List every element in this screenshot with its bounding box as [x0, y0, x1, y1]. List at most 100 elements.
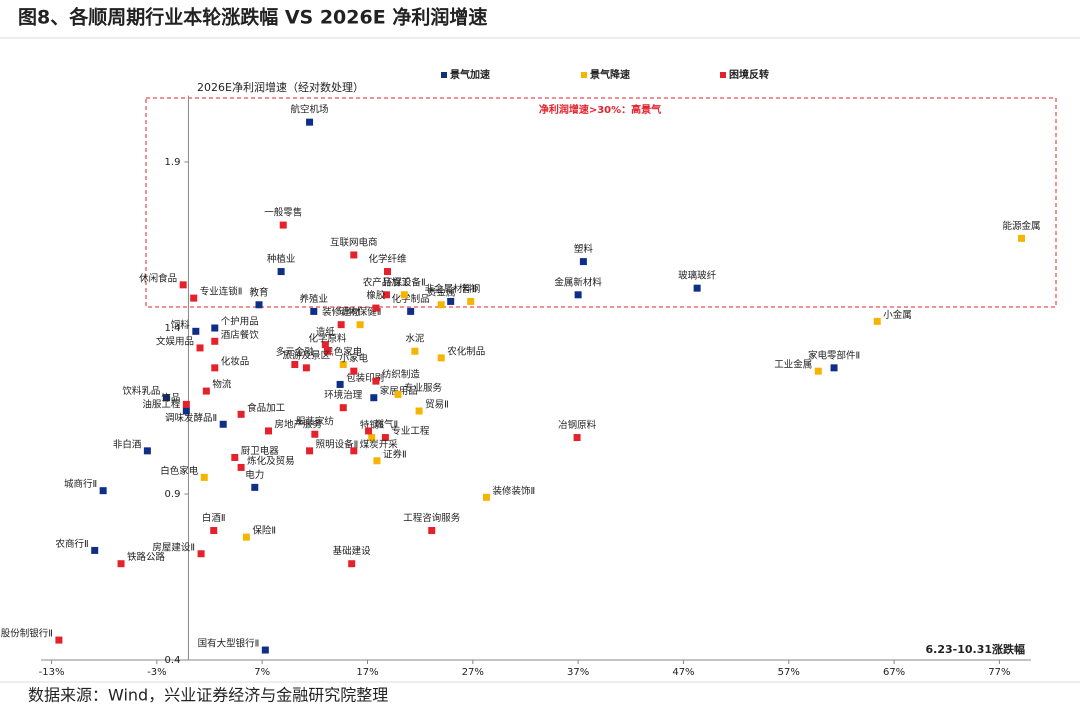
point-label: 冶钢原料 [558, 419, 597, 431]
point-label: 证券Ⅱ [383, 448, 407, 460]
point-label: 专业服务 [404, 382, 443, 394]
x-axis-title: 6.23-10.31涨跌幅 [926, 642, 1026, 656]
point [339, 404, 347, 412]
point [381, 434, 389, 442]
point [237, 410, 245, 418]
x-tick-label: 7% [254, 667, 270, 678]
point-label: 农化制品 [447, 345, 485, 357]
point-label: 装修建材 [322, 306, 361, 318]
point-label: 多元金融 [276, 346, 315, 358]
x-tick-label: 17% [356, 667, 378, 678]
point-label: 农产品加工 [363, 276, 411, 288]
point [830, 364, 838, 372]
point-label: 煤炭开采 [360, 438, 399, 450]
point-label: 专业工程 [391, 425, 430, 437]
point-label: 专业连锁Ⅱ [200, 286, 243, 298]
point-label: 物流 [212, 379, 232, 391]
point [264, 427, 272, 435]
point [350, 447, 358, 455]
point [407, 307, 415, 315]
point-label: 房地产服务 [274, 418, 322, 430]
point [196, 344, 204, 352]
point [873, 317, 881, 325]
point [261, 646, 269, 654]
point-label: 白色家电 [160, 465, 199, 477]
point [190, 294, 198, 302]
point-label: 种植业 [267, 253, 296, 265]
x-tick-label: 27% [462, 667, 484, 678]
point-label: 环保设备Ⅱ [383, 276, 426, 288]
point [210, 527, 218, 535]
x-tick-label: -3% [147, 667, 166, 678]
point-label: 饲料 [171, 319, 191, 331]
legend-swatch [441, 72, 447, 78]
point-label: 油服工程 [142, 399, 181, 411]
point [814, 367, 822, 375]
point [251, 483, 259, 491]
point [372, 377, 380, 385]
point [237, 463, 245, 471]
point [91, 546, 99, 554]
point-label: 房屋建设Ⅱ [152, 541, 195, 553]
point-label: 化学制品 [392, 293, 430, 305]
y-axis-title: 2026E净利润增速（经对数处理） [197, 80, 364, 94]
point [336, 380, 344, 388]
point [310, 307, 318, 315]
point-label: 互联网电商 [330, 236, 378, 248]
point-label: 国有大型银行Ⅱ [198, 638, 260, 650]
point [306, 118, 314, 126]
point [99, 487, 107, 495]
point-label: 小家电 [340, 353, 369, 365]
point-label: 金属新材料 [554, 276, 602, 288]
point [365, 427, 373, 435]
point [321, 341, 329, 349]
point [574, 291, 582, 299]
point [117, 560, 125, 568]
point-label: 化学原料 [308, 333, 347, 345]
point-label: 黑色家电 [324, 346, 363, 358]
point-label: 养殖业 [300, 293, 329, 305]
x-tick-label: 47% [672, 667, 694, 678]
point [428, 527, 436, 535]
point [415, 407, 423, 415]
point [382, 291, 390, 299]
point [447, 297, 455, 305]
y-tick-label: 0.4 [165, 655, 181, 666]
point [579, 258, 587, 266]
point-label: 玻璃玻纤 [678, 270, 717, 282]
point [411, 347, 419, 355]
point-label: 调味发酵品Ⅱ [165, 412, 217, 424]
point-label: 照明设备Ⅱ [316, 438, 359, 450]
point [192, 327, 200, 335]
point-label: 休闲食品 [139, 272, 177, 284]
point-label: 食品加工 [247, 402, 286, 414]
point [182, 400, 190, 408]
point [368, 434, 376, 442]
point-label: 非金属材料Ⅱ [425, 283, 477, 295]
point [356, 321, 364, 329]
x-tick-label: 77% [988, 667, 1010, 678]
legend-label: 景气降速 [590, 68, 630, 81]
y-tick-label: 1.4 [165, 323, 181, 334]
point [306, 447, 314, 455]
legend-label: 困境反转 [729, 68, 769, 81]
x-tick-label: -13% [39, 667, 65, 678]
point-label: 贸易Ⅱ [425, 399, 449, 411]
point-label: 酒店餐饮 [221, 329, 260, 341]
point [437, 301, 445, 309]
highlight-box [145, 97, 1057, 308]
point-label: 普钢 [461, 283, 480, 295]
point-label: 工业金属 [774, 359, 812, 371]
legend-swatch [581, 72, 587, 78]
point [372, 304, 380, 312]
annotation: 净利润增速>30%：高景气 [539, 103, 661, 116]
point [291, 361, 299, 369]
point-label: 教育 [250, 286, 269, 298]
point [202, 387, 210, 395]
point-label: 服装家纺 [296, 416, 335, 428]
point-label: 化学纤维 [368, 253, 407, 265]
point-label: 橡胶 [366, 290, 386, 302]
point-label: 航空机场 [291, 104, 329, 116]
point [483, 493, 490, 501]
